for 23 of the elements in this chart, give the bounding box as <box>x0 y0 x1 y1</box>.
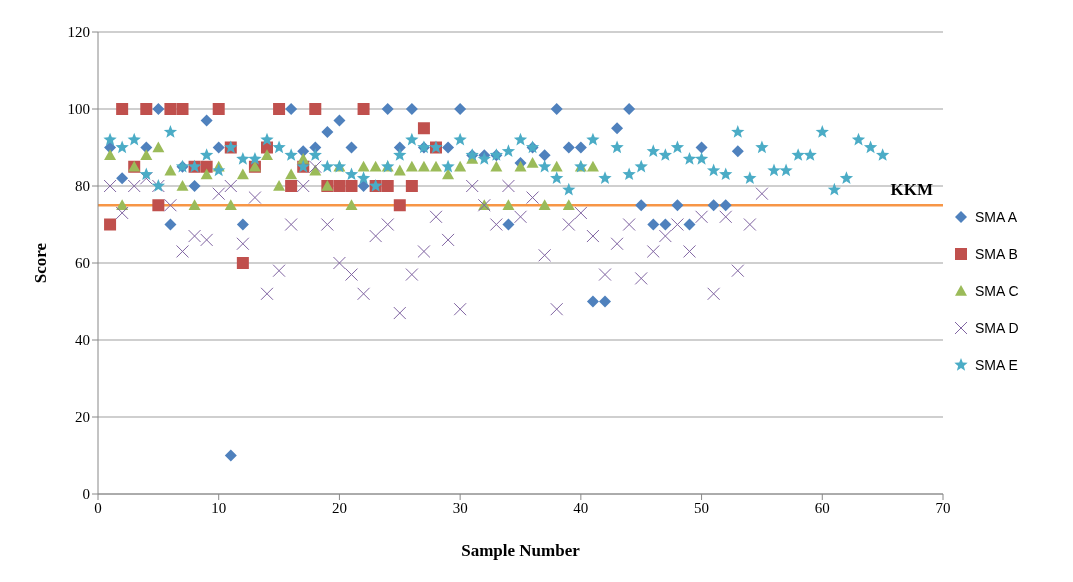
x-tick-label: 50 <box>694 499 710 516</box>
y-tick-label: 80 <box>75 178 90 195</box>
x-tick-label: 60 <box>814 499 830 516</box>
x-tick-label: 70 <box>935 499 951 516</box>
y-tick-label: 20 <box>75 409 90 426</box>
x-axis-title: Sample Number <box>461 541 581 560</box>
x-tick-label: 40 <box>573 499 589 516</box>
legend-label: SMA C <box>975 283 1019 299</box>
y-axis-title: Score <box>31 242 51 284</box>
y-tick-label: 40 <box>75 332 90 349</box>
y-tick-label: 60 <box>75 255 90 272</box>
y-tick-label: 120 <box>67 24 90 41</box>
x-tick-label: 30 <box>452 499 468 516</box>
x-tick-label: 10 <box>211 499 227 516</box>
legend-label: SMA D <box>975 320 1019 336</box>
ref-line-label: KKM <box>890 180 933 200</box>
y-tick-label: 0 <box>82 486 90 503</box>
legend-label: SMA E <box>975 357 1018 373</box>
x-tick-label: 0 <box>94 499 102 516</box>
y-tick-label: 100 <box>67 101 90 118</box>
x-tick-label: 20 <box>331 499 347 516</box>
legend-label: SMA B <box>975 246 1018 262</box>
legend-label: SMA A <box>975 209 1018 225</box>
